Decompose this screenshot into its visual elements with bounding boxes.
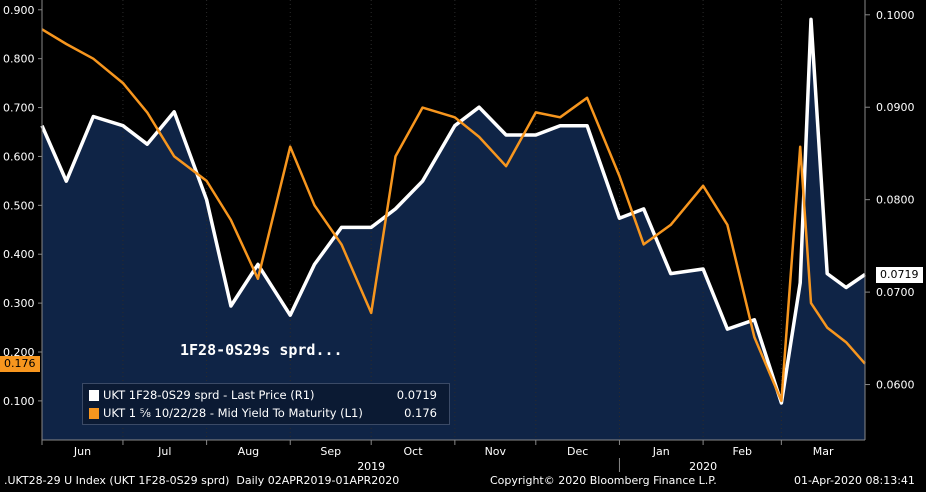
year-label: 2020 xyxy=(689,460,717,473)
left-tick-label: 0.400 xyxy=(3,248,35,261)
month-label: Sep xyxy=(320,445,341,458)
footer-timestamp: 01-Apr-2020 08:13:41 xyxy=(794,474,915,487)
right-tick-label: 0.0900 xyxy=(876,101,915,114)
month-label: Jul xyxy=(157,445,171,458)
left-last-value-badge: 0.176 xyxy=(0,355,40,372)
legend-item-yield: UKT 1 ⅝ 10/22/28 - Mid Yield To Maturity… xyxy=(89,404,443,422)
legend: UKT 1F28-0S29 sprd - Last Price (R1) 0.0… xyxy=(82,383,450,425)
month-label: Mar xyxy=(813,445,834,458)
spread-area-fill xyxy=(42,19,865,441)
left-tick-label: 0.700 xyxy=(3,102,35,115)
legend-item-spread: UKT 1F28-0S29 sprd - Last Price (R1) 0.0… xyxy=(89,386,443,404)
footer-index-info: .UKT28-29 U Index (UKT 1F28-0S29 sprd) D… xyxy=(4,474,400,487)
month-label: Oct xyxy=(404,445,424,458)
footer-copyright: Copyright© 2020 Bloomberg Finance L.P. xyxy=(490,474,717,487)
legend-value-spread: 0.0719 xyxy=(396,388,437,402)
chart-annotation: 1F28-0S29s sprd... xyxy=(180,341,343,359)
spread-series-line xyxy=(40,17,866,405)
right-tick-label: 0.0800 xyxy=(876,194,915,207)
month-label: Dec xyxy=(567,445,588,458)
left-tick-label: 0.500 xyxy=(3,199,35,212)
left-tick-label: 0.100 xyxy=(3,395,35,408)
month-label: Jan xyxy=(652,445,670,458)
right-tick-label: 0.0600 xyxy=(876,379,915,392)
legend-swatch-white xyxy=(89,390,99,401)
month-label: Jun xyxy=(73,445,91,458)
left-tick-label: 0.800 xyxy=(3,53,35,66)
legend-label-yield: UKT 1 ⅝ 10/22/28 - Mid Yield To Maturity… xyxy=(103,406,363,420)
left-tick-label: 0.900 xyxy=(3,4,35,17)
yield-series-line xyxy=(41,28,866,403)
left-tick-label: 0.600 xyxy=(3,150,35,163)
year-label: 2019 xyxy=(357,460,385,473)
right-tick-label: 0.1000 xyxy=(876,9,915,22)
right-tick-label: 0.0700 xyxy=(876,286,915,299)
month-label: Aug xyxy=(238,445,259,458)
month-label: Nov xyxy=(485,445,507,458)
month-label: Feb xyxy=(732,445,751,458)
left-tick-label: 0.300 xyxy=(3,297,35,310)
legend-value-yield: 0.176 xyxy=(404,406,437,420)
right-last-value-badge: 0.0719 xyxy=(876,266,923,283)
legend-label-spread: UKT 1F28-0S29 sprd - Last Price (R1) xyxy=(103,388,315,402)
legend-swatch-orange xyxy=(89,408,99,419)
